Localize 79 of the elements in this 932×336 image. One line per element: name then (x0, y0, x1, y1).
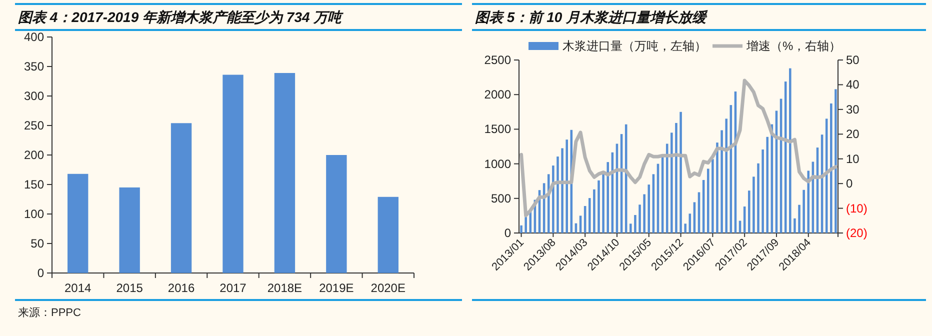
bar (566, 140, 568, 233)
y-tick-label: 2000 (484, 88, 512, 102)
bar (598, 180, 600, 233)
bar (602, 172, 604, 233)
bar (830, 103, 832, 233)
y2-tick-label: 0 (846, 176, 853, 191)
bar (643, 194, 646, 233)
y2-tick-label: 50 (846, 53, 860, 67)
bar (524, 217, 527, 233)
bar (630, 224, 632, 233)
y-tick-label: 150 (24, 178, 44, 192)
y-tick-label: 100 (24, 207, 44, 221)
y-tick-label: 2500 (484, 53, 512, 67)
bar (757, 163, 760, 233)
x-tick-label: 2020E (370, 281, 406, 295)
y-tick-label: 0 (504, 226, 512, 240)
bar (670, 132, 673, 233)
bar (766, 136, 769, 233)
bar (789, 68, 792, 233)
bar (680, 112, 682, 233)
bar (802, 190, 805, 233)
y2-tick-label: (10) (846, 201, 868, 216)
bar (378, 196, 398, 273)
bar (593, 189, 596, 233)
bar (326, 155, 347, 273)
y-tick-label: 300 (24, 89, 44, 103)
bar (752, 176, 755, 233)
bar (807, 170, 810, 233)
bar (119, 187, 140, 273)
chart-title: 图表 4：2017-2019 年新增木浆产能至少为 734 万吨 (18, 9, 345, 25)
x-tick-label: 2018E (267, 281, 302, 295)
y2-tick-label: 20 (846, 127, 860, 142)
source-note: 来源：PPPC (18, 306, 82, 319)
bar (520, 225, 522, 233)
bar (170, 123, 192, 273)
x-tick-label: 2015 (116, 281, 144, 295)
bar (556, 156, 559, 233)
legend-label: 木浆进口量（万吨，左轴） (562, 39, 706, 53)
y2-tick-label: 40 (846, 78, 860, 92)
y-tick-label: 50 (30, 236, 44, 250)
y-tick-label: 400 (24, 30, 44, 44)
y-tick-label: 0 (37, 266, 44, 280)
bar (634, 215, 636, 233)
legend-label: 增速（%，右轴） (746, 39, 842, 53)
y2-tick-label: (20) (846, 226, 868, 240)
x-tick-label: 2014 (64, 281, 92, 295)
bar (684, 224, 686, 233)
bar (712, 159, 714, 233)
y2-tick-label: 30 (846, 102, 860, 116)
bar (222, 74, 244, 273)
bar (798, 204, 800, 233)
x-tick-label: 2019E (319, 281, 354, 295)
bar (274, 72, 296, 273)
bar (552, 166, 554, 233)
bar (606, 162, 610, 233)
bar (834, 89, 837, 233)
bar (648, 184, 650, 233)
bar (675, 122, 678, 233)
y-tick-label: 200 (24, 148, 44, 162)
bar (794, 218, 796, 233)
bar (68, 174, 88, 273)
x-tick-label: 2016 (168, 281, 195, 295)
chart-title: 图表 5：前 10 月木浆进口量增长放缓 (475, 9, 708, 25)
y-tick-label: 250 (24, 118, 44, 132)
bar (748, 190, 750, 233)
bar (561, 148, 564, 233)
y-tick-label: 1000 (484, 156, 512, 171)
x-tick-label: 2017 (220, 281, 247, 295)
bar (720, 130, 723, 233)
bar (716, 142, 718, 233)
y-tick-label: 1500 (484, 122, 512, 136)
y-tick-label: 350 (24, 60, 44, 74)
bar (725, 118, 728, 233)
bar (706, 168, 710, 233)
bar (762, 149, 764, 233)
y2-tick-label: 10 (846, 152, 860, 166)
y-tick-label: 500 (490, 191, 512, 206)
bar (638, 204, 641, 233)
bar (588, 198, 591, 233)
